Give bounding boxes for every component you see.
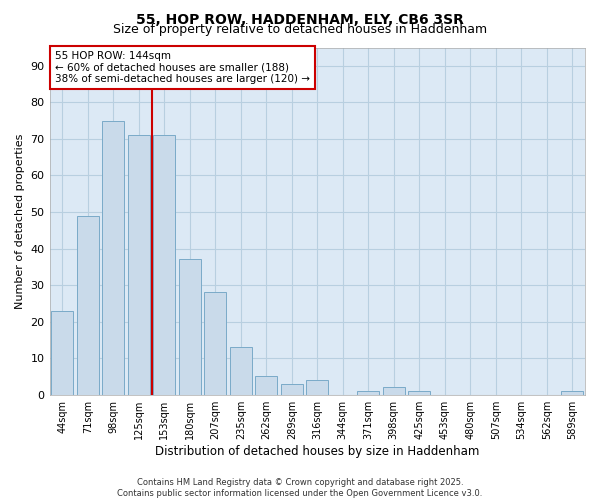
Bar [77,216,98,394]
Bar [179,260,200,394]
X-axis label: Distribution of detached houses by size in Haddenham: Distribution of detached houses by size … [155,444,479,458]
Text: Size of property relative to detached houses in Haddenham: Size of property relative to detached ho… [113,22,487,36]
Bar [383,388,404,394]
Y-axis label: Number of detached properties: Number of detached properties [15,134,25,309]
Bar [154,135,175,394]
Bar [230,347,251,395]
Text: Contains HM Land Registry data © Crown copyright and database right 2025.
Contai: Contains HM Land Registry data © Crown c… [118,478,482,498]
Bar [205,292,226,394]
Bar [103,120,124,394]
Bar [307,380,328,394]
Bar [52,310,73,394]
Bar [358,391,379,394]
Bar [409,391,430,394]
Text: 55, HOP ROW, HADDENHAM, ELY, CB6 3SR: 55, HOP ROW, HADDENHAM, ELY, CB6 3SR [136,12,464,26]
Bar [128,135,149,394]
Text: 55 HOP ROW: 144sqm
← 60% of detached houses are smaller (188)
38% of semi-detach: 55 HOP ROW: 144sqm ← 60% of detached hou… [55,51,310,84]
Bar [562,391,583,394]
Bar [281,384,302,394]
Bar [256,376,277,394]
